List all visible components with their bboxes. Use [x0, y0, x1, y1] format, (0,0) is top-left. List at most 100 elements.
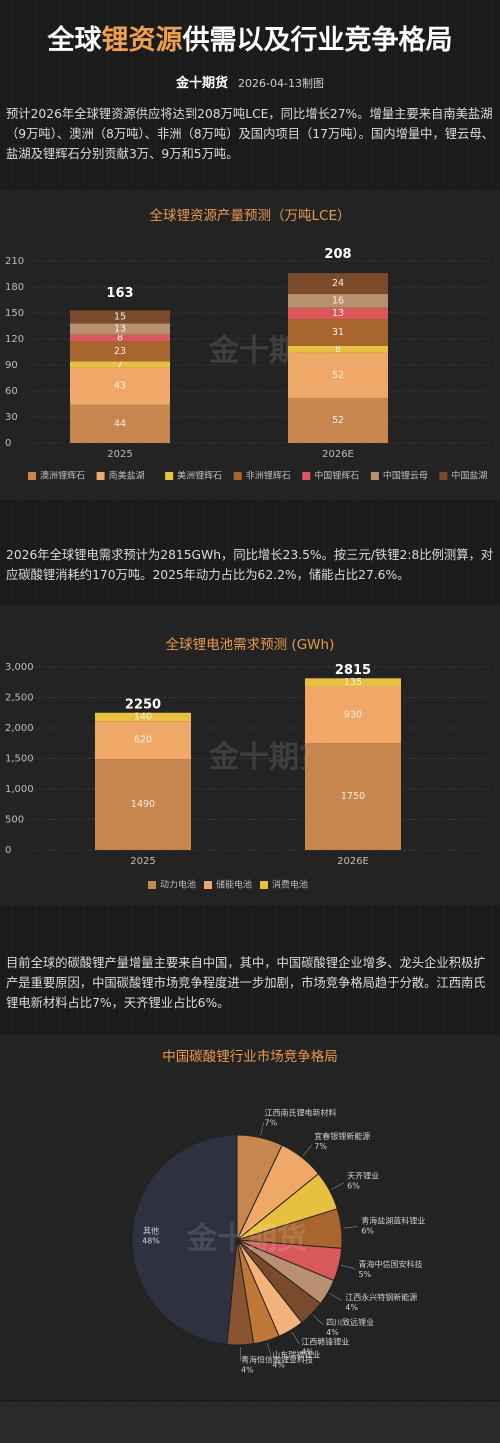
bar-segment: [70, 323, 170, 335]
y-tick-label: 180: [5, 282, 24, 293]
segment-label: 1750: [341, 791, 365, 802]
y-tick-label: 500: [5, 815, 24, 826]
segment-label: 1490: [131, 799, 155, 810]
leader-line: [329, 1293, 342, 1301]
leader-line: [266, 1342, 272, 1357]
slice-label: 7%: [314, 1142, 327, 1151]
y-tick-label: 150: [5, 308, 24, 319]
total-label: 163: [106, 286, 133, 301]
pie-slice: [131, 1134, 238, 1346]
segment-label: 31: [332, 327, 344, 338]
slice-name: 四川致远锂业: [326, 1317, 374, 1327]
segment-label: 140: [134, 712, 152, 723]
chart-title: 全球锂电池需求预测 (GWh): [166, 636, 335, 653]
segment-label: 8: [117, 333, 123, 344]
watermark: 金十期货: [186, 1222, 307, 1257]
legend-swatch: [370, 472, 379, 480]
legend-label: 澳洲锂辉石: [40, 470, 85, 482]
segment-label: 24: [332, 278, 344, 289]
slice-label: 4%: [345, 1303, 358, 1312]
y-tick-label: 30: [5, 412, 18, 423]
leader-line: [331, 1182, 344, 1190]
slice-label: 6%: [361, 1227, 374, 1236]
legend-swatch: [302, 472, 311, 480]
bar-segment: [288, 319, 388, 346]
paragraph: 目前全球的碳酸锂产量增量主要来自中国，其中，中国碳酸锂企业增多、龙头企业积极扩产…: [6, 956, 486, 1010]
segment-label: 135: [344, 677, 362, 688]
segment-label: 52: [332, 370, 344, 381]
legend-label: 美洲锂辉石: [177, 470, 222, 482]
total-label: 2815: [335, 663, 371, 678]
legend-swatch: [439, 472, 448, 480]
legend-swatch: [165, 472, 174, 480]
slice-label: 4%: [326, 1328, 339, 1337]
total-label: 208: [324, 247, 351, 262]
segment-label: 13: [114, 324, 126, 335]
segment-label: 52: [332, 415, 344, 426]
leader-line: [302, 1144, 313, 1157]
slice-name: 江西永兴特钢新能源: [345, 1292, 417, 1302]
logo: 金十期货: [176, 76, 229, 91]
bar-segment: [95, 721, 191, 760]
slice-name: 江西赣锋锂业: [301, 1337, 349, 1347]
bar-segment: [288, 273, 388, 294]
y-tick-label: 120: [5, 334, 24, 345]
segment-label: 15: [114, 311, 126, 322]
slice-name: 青海恒信融锂业科技: [241, 1354, 313, 1364]
segment-label: 43: [114, 381, 126, 392]
slice-label: 4%: [301, 1348, 314, 1357]
bar-segment: [288, 293, 388, 308]
panel: [0, 605, 500, 905]
x-tick-label: 2025: [130, 856, 155, 867]
segment-label: 16: [332, 295, 344, 306]
segment-label: 930: [344, 709, 362, 720]
y-tick-label: 2,500: [5, 693, 34, 704]
subtitle: 金十期货 2026-04-13制图: [0, 72, 500, 91]
bar-segment: [288, 307, 388, 320]
slice-name: 青海盐湖蓝科锂业: [361, 1216, 425, 1226]
title: 全球锂资源供需以及行业竞争格局: [0, 18, 500, 57]
bar-segment: [70, 310, 170, 324]
legend-swatch: [28, 472, 36, 480]
chart: 全球锂电池需求预测 (GWh)金十期货05001,0001,5002,0002,…: [5, 636, 490, 891]
total-label: 2250: [125, 697, 161, 712]
leader-line: [260, 1121, 264, 1136]
y-tick-label: 3,000: [5, 662, 34, 673]
slice-name: 青海中信国安科技: [358, 1259, 422, 1269]
title-highlight: 锂资源: [101, 25, 183, 56]
bar-segment: [70, 361, 170, 368]
legend-label: 中国锂辉石: [314, 470, 359, 482]
x-tick-label: 2026E: [322, 449, 354, 460]
segment-label: 620: [134, 735, 152, 746]
y-tick-label: 1,000: [5, 784, 34, 795]
paragraph: 2026年全球锂电需求预计为2815GWh，同比增长23.5%。按三元/铁锂2:…: [6, 548, 494, 582]
bar-segment: [70, 404, 170, 443]
title-part: 供需以及行业竞争格局: [182, 25, 453, 56]
segment-label: 13: [332, 308, 344, 319]
footer-bar: [0, 1402, 500, 1443]
bar-segment: [70, 367, 170, 405]
slice-name: 江西南氏锂电新材料: [265, 1108, 337, 1118]
y-tick-label: 210: [5, 256, 24, 267]
bar-segment: [288, 345, 388, 353]
slice-name: 山东瑞福锂业: [272, 1349, 320, 1359]
legend-swatch: [96, 472, 105, 480]
y-tick-label: 0: [5, 845, 11, 856]
y-tick-label: 2,000: [5, 723, 34, 734]
legend-swatch: [204, 881, 212, 889]
leader-line: [340, 1264, 355, 1269]
title-part: 全球: [47, 25, 102, 56]
slice-name: 宜春银锂新能源: [314, 1131, 370, 1141]
date: 2026-04-13制图: [238, 77, 324, 90]
bar-segment: [305, 686, 401, 744]
slice-name: 天齐锂业: [347, 1170, 379, 1180]
legend-label: 中国锂云母: [383, 470, 428, 482]
x-tick-label: 2026E: [337, 856, 369, 867]
leader-line: [313, 1314, 324, 1326]
bar-segment: [288, 352, 388, 398]
segment-label: 7: [117, 359, 123, 370]
legend-swatch: [233, 472, 242, 480]
slice-label: 7%: [265, 1119, 278, 1128]
slice-label: 4%: [272, 1360, 285, 1369]
chart: 中国碳酸锂行业市场竞争格局江西南氏锂电新材料7%宜春银锂新能源7%天齐锂业6%青…: [131, 1048, 425, 1374]
